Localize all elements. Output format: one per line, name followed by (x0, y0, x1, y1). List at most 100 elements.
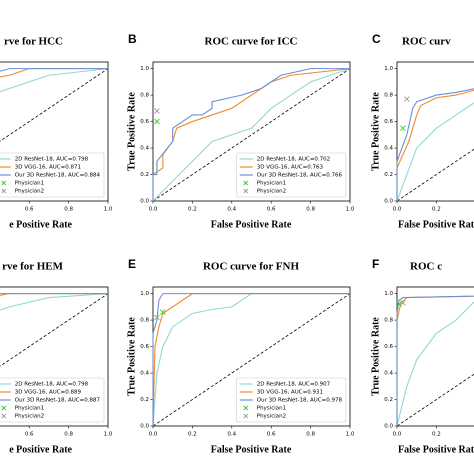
legend-label: Physician1 (257, 181, 286, 187)
y-tick-label: 1.0 (384, 66, 393, 72)
legend-swatch (1, 188, 7, 194)
y-tick-label: 1.0 (384, 291, 393, 297)
y-tick-label: 0.6 (140, 119, 149, 125)
roc-curve (152, 68, 350, 201)
y-tick-label: 0.4 (140, 371, 149, 377)
x-tick-label: 1.0 (346, 432, 355, 438)
y-tick-label: 0.8 (384, 318, 393, 324)
x-tick-label: 0.8 (64, 207, 73, 213)
x-tick-label: 0.6 (267, 207, 276, 213)
x-tick-label: 0.8 (306, 207, 315, 213)
panel-letter: F (372, 257, 379, 271)
y-tick-label: 0.6 (384, 119, 393, 125)
chance-line (0, 293, 109, 367)
panel: F ROC c False Positive Rat True Positive Ra… (370, 257, 474, 455)
roc-curve (0, 68, 108, 72)
y-tick-label: 0.8 (140, 93, 149, 99)
legend-label: Our 3D ResNet-18, AUC=0.978 (257, 398, 343, 404)
panel-title: ROC curv (402, 36, 451, 48)
legend-label: Our 3D ResNet-18, AUC=0.884 (15, 173, 101, 179)
legend-label: 2D ResNet-18, AUC=0.702 (257, 157, 330, 163)
legend-label: 2D ResNet-18, AUC=0.798 (15, 382, 89, 388)
legend: 2D ResNet-18, AUC=0.907 3D VGG-16, AUC=0.… (236, 377, 347, 423)
x-tick-label: 0.2 (432, 432, 441, 438)
physician-marker (160, 309, 166, 315)
physician-marker (154, 314, 160, 321)
axes-frame (152, 61, 351, 202)
y-tick-label: 0.4 (384, 146, 393, 152)
legend-label: Physician1 (15, 406, 44, 412)
y-tick-label: 0.0 (384, 424, 393, 430)
legend-label: 3D VGG-16, AUC=0.931 (257, 390, 323, 396)
roc-curve (396, 88, 474, 201)
legend-swatch (1, 405, 7, 411)
x-tick-label: 0.0 (149, 432, 158, 438)
legend-label: Physician2 (257, 189, 286, 195)
y-tick-label: 1.0 (140, 291, 149, 297)
panel-title: rve for HEM (2, 261, 64, 273)
panel: rve for HCC e Positive Rate 0.6 0.8 1.0 2D Re… (0, 36, 113, 230)
panel-letter: B (128, 32, 137, 46)
legend-label: 3D VGG-16, AUC=0.763 (257, 165, 324, 171)
y-tick-label: 0.4 (140, 146, 149, 152)
legend-label: Physician2 (257, 414, 286, 420)
roc-curve (0, 293, 109, 311)
legend-label: 2D ResNet-18, AUC=0.907 (257, 382, 331, 388)
x-tick-label: 0.0 (149, 207, 158, 213)
legend-swatch (1, 180, 7, 186)
x-axis-label: False Positive Rat (398, 444, 474, 455)
physician-marker (400, 300, 406, 306)
legend-swatch (1, 413, 7, 419)
physician-marker (396, 301, 402, 308)
roc-curve (0, 68, 109, 93)
x-tick-label: 0.0 (393, 432, 402, 438)
x-axis-label: False Positive Rat (398, 219, 474, 230)
panel-title: rve for HCC (4, 36, 63, 48)
y-axis-label: True Positive Rate (126, 92, 137, 171)
legend-label: 3D VGG-16, AUC=0.871 (15, 165, 81, 171)
y-tick-label: 0.8 (140, 318, 149, 324)
y-tick-label: 0.0 (140, 199, 149, 205)
x-tick-label: 0.8 (64, 432, 73, 438)
legend: 2D ResNet-18, AUC=0.798 3D VGG-16, AUC=0.… (0, 152, 105, 198)
chance-line (152, 293, 351, 427)
legend-label: Our 3D ResNet-18, AUC=0.766 (257, 173, 343, 179)
roc-curve (396, 89, 474, 201)
legend-box (0, 152, 105, 198)
roc-curve (152, 293, 350, 426)
x-tick-label: 0.6 (267, 432, 276, 438)
panel: B ROC curve for ICC False Positive Rate Tru… (126, 32, 355, 230)
y-tick-label: 0.6 (384, 344, 393, 350)
x-axis-label: False Positive Rate (211, 444, 292, 455)
y-tick-label: 0.0 (140, 424, 149, 430)
x-tick-label: 0.2 (188, 432, 197, 438)
axes-frame (0, 61, 109, 202)
y-axis-label: True Positive Rate (126, 317, 137, 396)
roc-curve (0, 68, 108, 78)
x-axis-label: e Positive Rate (9, 219, 72, 230)
physician-marker (400, 125, 406, 132)
x-axis-label: False Positive Rate (211, 219, 292, 230)
legend-label: 2D ResNet-18, AUC=0.798 (15, 157, 89, 163)
physician-marker (154, 118, 160, 125)
y-tick-label: 0.2 (140, 397, 149, 403)
axes-frame (396, 61, 474, 202)
legend-swatch (243, 180, 249, 186)
legend-box (0, 377, 105, 423)
x-tick-label: 0.6 (25, 207, 34, 213)
legend-label: Physician2 (15, 189, 44, 195)
roc-curve (396, 102, 474, 202)
panel-title: ROC c (410, 261, 442, 273)
panel-letter: E (128, 257, 136, 271)
roc-curve (152, 68, 351, 202)
y-tick-label: 0.0 (384, 199, 393, 205)
legend-swatch (243, 413, 249, 419)
physician-marker (154, 108, 160, 114)
y-axis-label: True Positive Rate (370, 92, 381, 171)
y-tick-label: 0.2 (140, 172, 149, 178)
roc-curve (396, 295, 474, 426)
panel: E ROC curve for FNH False Positive Rate Tru… (126, 257, 355, 455)
panel-letter: C (372, 32, 381, 46)
